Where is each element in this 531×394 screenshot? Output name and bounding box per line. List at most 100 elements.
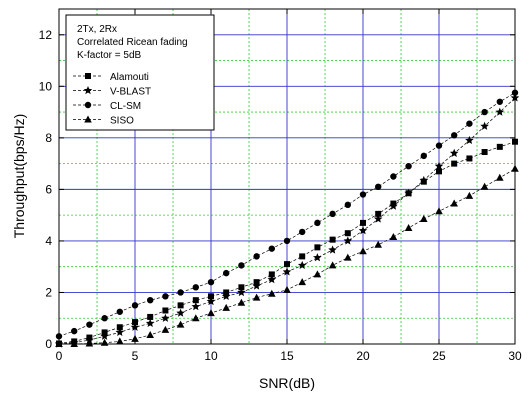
data-point-alamouti	[314, 244, 321, 251]
data-point-v-blast	[358, 226, 368, 235]
data-point-siso	[465, 191, 474, 199]
data-point-siso	[359, 247, 367, 255]
data-point-siso	[222, 303, 230, 311]
annotation-line-3: K-factor = 5dB	[77, 50, 142, 61]
data-point-alamouti	[299, 253, 306, 260]
data-point-alamouti	[466, 155, 473, 162]
data-point-alamouti	[329, 236, 336, 243]
data-point-cl-sm	[466, 120, 473, 127]
data-point-siso	[435, 207, 443, 215]
y-tick-labels: 0 2 4 6 8 10 12	[39, 28, 53, 351]
data-point-v-blast	[495, 107, 505, 116]
data-point-alamouti	[132, 319, 138, 326]
data-point-cl-sm	[116, 308, 124, 315]
data-point-v-blast	[115, 327, 125, 337]
data-point-cl-sm	[435, 142, 443, 149]
data-point-v-blast	[419, 175, 429, 185]
data-point-cl-sm	[192, 284, 199, 291]
data-point-siso	[176, 320, 185, 328]
data-point-v-blast	[176, 308, 185, 317]
data-point-v-blast	[252, 281, 261, 290]
y-tick-label: 6	[45, 182, 52, 196]
data-point-alamouti	[375, 210, 382, 217]
y-tick-label: 0	[45, 337, 52, 351]
data-point-alamouti	[208, 293, 214, 300]
data-point-alamouti	[162, 307, 169, 314]
data-point-siso	[146, 330, 154, 338]
y-tick-label: 12	[39, 28, 53, 42]
data-point-siso	[313, 270, 322, 278]
x-tick-labels: 0 5 10 15 20 25 30	[56, 349, 522, 363]
data-point-cl-sm	[131, 302, 139, 309]
legend-box	[65, 14, 215, 131]
data-point-siso	[283, 285, 291, 293]
data-point-siso	[207, 309, 215, 317]
data-point-siso	[328, 261, 337, 269]
data-point-v-blast	[161, 313, 170, 322]
data-point-siso	[496, 173, 504, 181]
data-point-siso	[192, 314, 200, 322]
data-point-siso	[420, 215, 428, 223]
y-tick-label: 8	[45, 131, 52, 145]
x-tick-label: 20	[356, 349, 370, 363]
x-tick-label: 0	[56, 349, 63, 363]
annotation-line-2: Correlated Ricean fading	[77, 37, 188, 48]
data-point-cl-sm	[344, 201, 351, 209]
data-point-alamouti	[268, 271, 275, 278]
data-point-cl-sm	[147, 296, 154, 304]
data-point-cl-sm	[496, 98, 503, 105]
data-point-siso	[344, 253, 352, 261]
data-point-v-blast	[100, 331, 109, 340]
data-point-cl-sm	[71, 327, 78, 335]
data-point-v-blast	[282, 267, 292, 276]
data-point-alamouti	[177, 302, 184, 309]
legend-marker-cl-sm	[84, 101, 92, 109]
axis-ticks	[58, 9, 516, 345]
data-point-v-blast	[328, 245, 337, 254]
data-point-cl-sm	[314, 219, 321, 227]
data-point-v-blast	[480, 121, 489, 130]
data-point-cl-sm	[101, 315, 108, 322]
legend-entry-alamouti: Alamouti	[73, 72, 149, 83]
data-point-siso	[131, 334, 139, 342]
x-tick-label: 30	[508, 349, 522, 363]
series-v-blast	[54, 93, 520, 348]
legend: 2Tx, 2Rx Correlated Ricean fading K-fact…	[65, 14, 215, 131]
data-point-alamouti	[116, 324, 123, 331]
data-point-cl-sm	[375, 183, 382, 191]
y-axis-title: Throughput(bps/Hz)	[11, 114, 27, 239]
data-point-siso	[404, 224, 413, 232]
data-point-siso	[252, 293, 261, 301]
data-point-alamouti	[436, 168, 442, 175]
data-point-v-blast	[404, 188, 413, 197]
data-point-siso	[374, 240, 382, 248]
data-point-cl-sm	[86, 321, 93, 328]
data-point-v-blast	[267, 275, 277, 284]
data-point-v-blast	[191, 302, 201, 311]
y-tick-label: 10	[39, 79, 53, 93]
data-point-v-blast	[145, 318, 155, 328]
x-tick-label: 25	[432, 349, 446, 363]
legend-entry-v-blast: V-BLAST	[73, 86, 151, 98]
legend-label-v-blast: V-BLAST	[110, 87, 151, 98]
data-point-v-blast	[130, 322, 140, 331]
data-point-cl-sm	[329, 210, 336, 218]
data-point-siso	[480, 182, 489, 190]
x-tick-label: 15	[280, 349, 294, 363]
legend-marker-alamouti	[85, 73, 91, 79]
y-tick-label: 4	[45, 234, 52, 248]
data-point-v-blast	[373, 214, 383, 223]
data-point-cl-sm	[390, 173, 397, 180]
data-point-siso	[116, 337, 124, 345]
data-point-cl-sm	[451, 132, 458, 139]
data-point-alamouti	[192, 297, 199, 304]
data-point-cl-sm	[405, 162, 412, 170]
data-point-cl-sm	[283, 237, 291, 245]
legend-entry-cl-sm: CL-SM	[73, 101, 141, 112]
data-point-cl-sm	[223, 269, 230, 277]
legend-entries: Alamouti V-BLAST CL-SM SISO	[73, 72, 151, 127]
data-point-siso	[450, 199, 458, 207]
data-point-v-blast	[206, 296, 216, 306]
annotation-line-1: 2Tx, 2Rx	[77, 24, 117, 35]
data-point-siso	[389, 233, 398, 241]
